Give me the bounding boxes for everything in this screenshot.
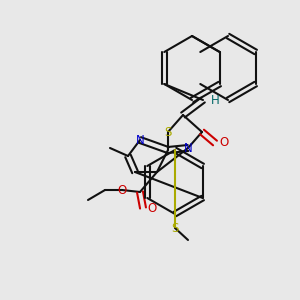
Text: H: H <box>211 94 219 106</box>
Text: O: O <box>117 184 127 196</box>
Text: S: S <box>171 221 179 235</box>
Text: S: S <box>164 125 172 139</box>
Text: O: O <box>147 202 157 214</box>
Text: N: N <box>184 142 192 154</box>
Text: N: N <box>136 134 144 146</box>
Text: O: O <box>219 136 229 149</box>
